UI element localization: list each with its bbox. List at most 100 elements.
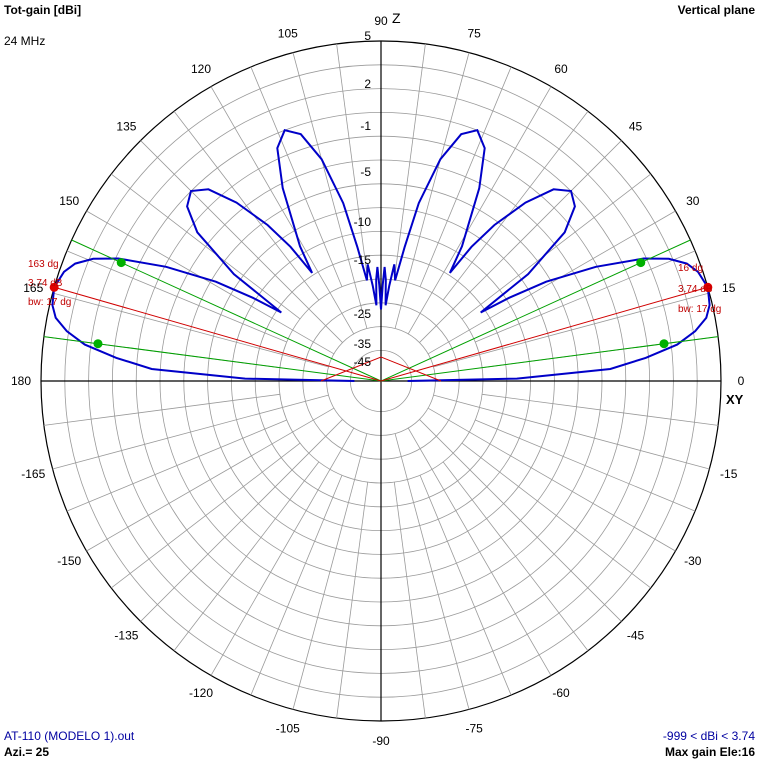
angle-tick-label: 75 [467,26,481,40]
max-gain-line [380,286,708,382]
grid-spoke [427,210,676,355]
z-axis-label: Z [392,10,401,26]
grid-spoke [407,86,552,335]
grid-spoke [111,442,301,589]
grid-spoke [66,419,287,512]
angle-tick-label: 165 [23,281,43,295]
half-power-marker [116,258,126,268]
gain-range-label: -999 < dBi < 3.74 [662,729,755,743]
half-power-marker [636,258,646,268]
radial-tick-label: -35 [354,337,372,351]
grid-spoke [173,111,320,301]
tick-labels: 0 15 30 45 60 75 90 105 120 135 150 165 180 -165 -150 -… [11,14,745,748]
angle-tick-label: -150 [57,554,81,568]
grid-spoke [427,407,676,552]
grid-spoke [394,433,470,710]
grid-spoke [140,140,343,343]
half-power-marker [659,339,669,349]
plane-label: Vertical plane [677,3,755,17]
radial-tick-label: -15 [354,253,372,267]
grid-spoke [292,433,368,710]
angle-tick-label: -60 [552,686,570,700]
max-gain-marker [49,282,59,292]
radial-tick-label: -25 [354,307,372,321]
grid-spoke [336,43,369,280]
grid-spoke [292,52,368,329]
radiation-pattern [51,129,711,382]
grid-spoke [86,407,335,552]
max-gain-marker [703,282,713,292]
angle-tick-label: 30 [686,194,700,208]
angle-tick-label: 150 [59,194,79,208]
angle-tick-label: 45 [629,119,643,133]
angle-tick-label: -165 [21,467,45,481]
grid-spoke [461,173,651,320]
radial-tick-label: -1 [360,119,371,133]
grid-spoke [433,292,710,368]
angle-tick-label: 90 [374,14,388,28]
angle-tick-label: -120 [189,686,213,700]
angle-tick-label: -135 [114,629,138,643]
grid-spoke [52,394,329,470]
angle-tick-label: -105 [276,722,300,736]
grid-spoke [250,66,343,287]
beam-annotation-label: bw: 17 dg [678,304,721,315]
grid-spoke [394,52,470,329]
origin-marker [320,356,442,382]
frequency-label: 24 MHz [4,34,46,48]
grid-spoke [433,394,710,470]
angle-tick-label: 105 [278,26,298,40]
angle-tick-label: -15 [720,467,738,481]
max-gain-label: Max gain Ele:16 [664,745,755,759]
half-power-marker [93,339,103,349]
grid-spoke [407,427,552,676]
grid-spoke [482,393,719,426]
radial-tick-label: -10 [354,215,372,229]
beam-annotation-label: 16 dg [678,263,703,274]
angle-tick-label: 15 [722,281,736,295]
grid-spoke [86,210,335,355]
grid-spoke [419,66,512,287]
beam-annotation-label: 163 dg [28,259,59,270]
radial-tick-label: 5 [364,29,371,43]
grid-spoke [393,482,426,719]
grid-spoke [210,427,355,676]
pattern-curve [51,129,711,382]
grid-spoke [475,250,696,343]
max-gain-line [54,286,382,382]
azimuth-label: Azi.= 25 [4,745,50,759]
grid-spoke [43,393,280,426]
grid-spoke [475,419,696,512]
beam-annotations: 16 dg 3.74 dB bw: 17 dg 163 dg 3.74 dB bw: 17… [28,239,721,382]
angle-tick-label: 180 [11,374,31,388]
grid-spoke [461,442,651,589]
angle-tick-label: -75 [466,722,484,736]
radial-tick-label: 2 [364,77,371,91]
grid-spoke [419,475,512,696]
angle-tick-label: -30 [684,554,702,568]
grid-spoke [419,140,622,343]
grid-spoke [336,482,369,719]
grid-spoke [419,419,622,622]
angle-tick-label: 0 [738,374,745,388]
grid-spoke [442,461,589,651]
angle-tick-label: -45 [627,629,645,643]
angle-tick-label: 135 [116,119,136,133]
grid-spoke [111,173,301,320]
angle-tick-label: 60 [554,62,568,76]
xy-axis-label: XY [726,392,744,407]
radial-tick-label: -5 [360,165,371,179]
chart-title: Tot-gain [dBi] [4,3,82,17]
polar-grid [40,40,722,722]
angle-tick-label: 120 [191,62,211,76]
beam-annotation-label: bw: 17 dg [28,297,71,308]
grid-spoke [250,475,343,696]
radial-tick-label: -45 [354,355,372,369]
grid-spoke [66,250,287,343]
grid-spoke [140,419,343,622]
grid-spoke [52,292,329,368]
filename-label: AT-110 (MODELO 1).out [4,729,135,743]
grid-spoke [173,461,320,651]
angle-tick-label: -90 [372,734,390,748]
